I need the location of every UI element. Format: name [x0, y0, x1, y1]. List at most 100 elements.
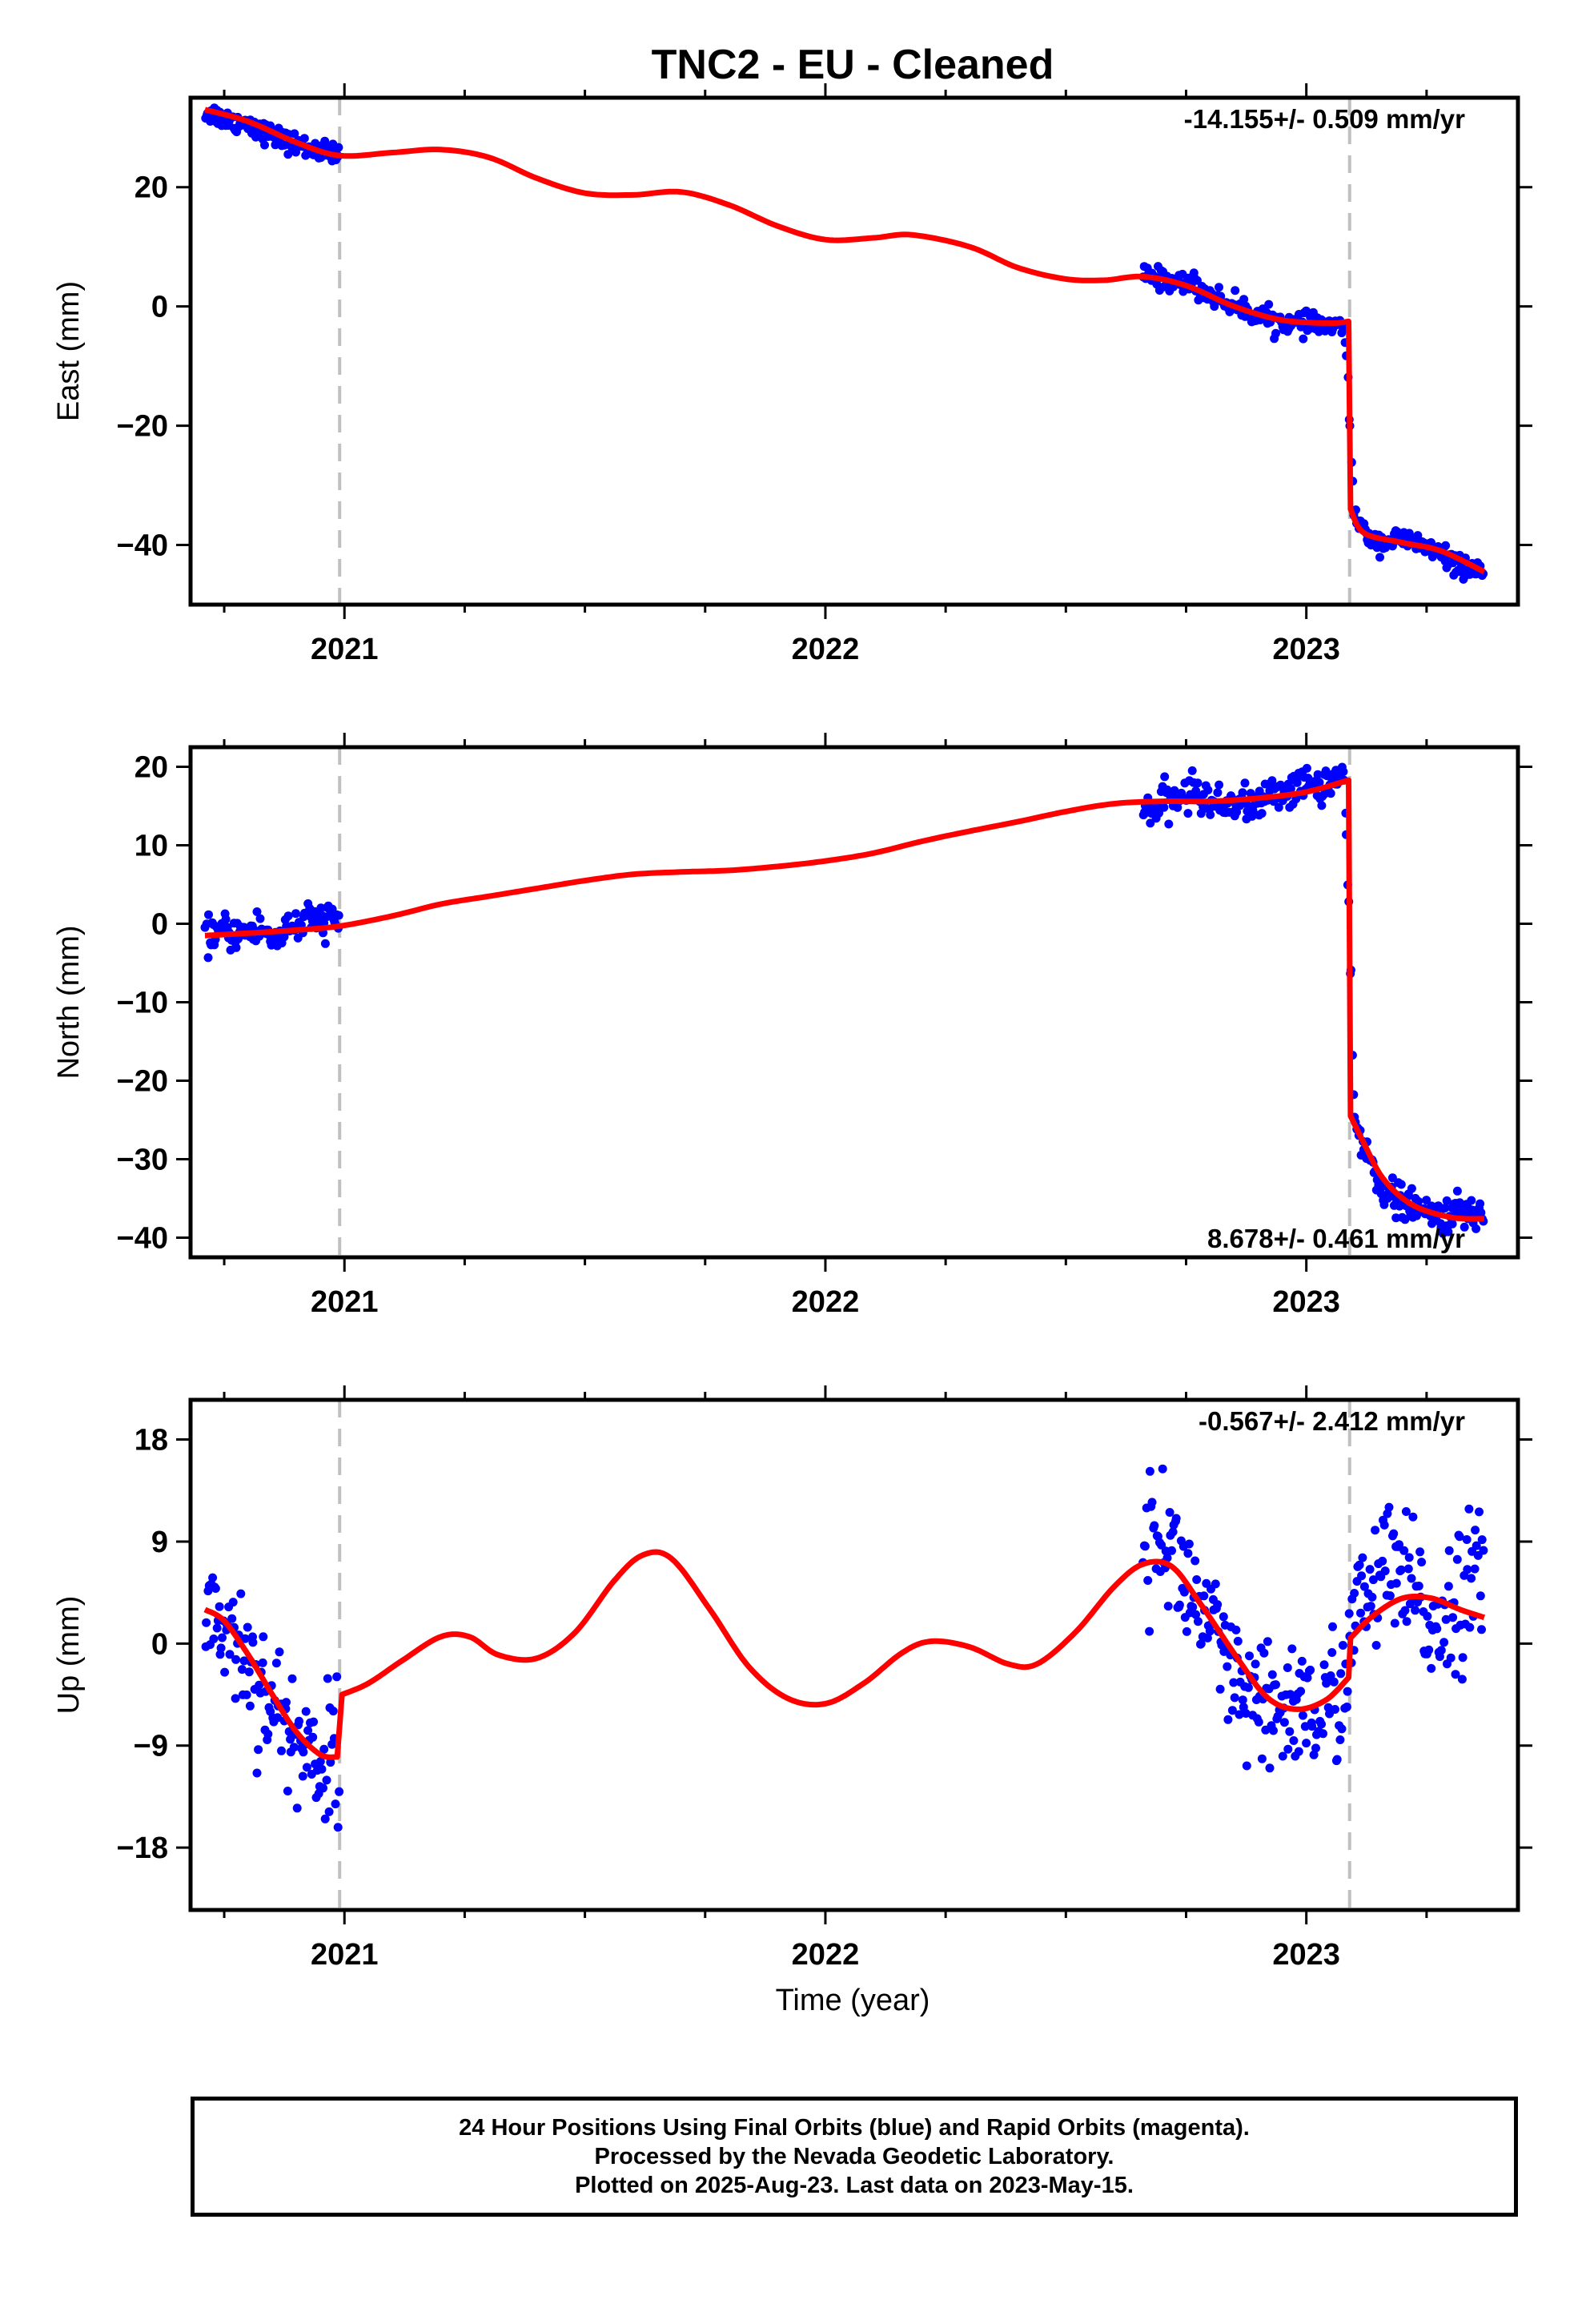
- data-point: [1211, 1579, 1220, 1589]
- data-point: [301, 1707, 311, 1716]
- data-point: [333, 1823, 343, 1832]
- data-point: [277, 1746, 286, 1755]
- data-point: [273, 1713, 283, 1723]
- data-point: [1150, 1521, 1159, 1530]
- data-point: [231, 1655, 241, 1664]
- data-point: [236, 1589, 246, 1598]
- data-point: [1278, 1751, 1287, 1761]
- data-point: [227, 1614, 237, 1623]
- data-point: [291, 147, 300, 157]
- data-point: [309, 1717, 319, 1727]
- data-point: [292, 1803, 302, 1813]
- data-point: [1159, 802, 1169, 812]
- data-point: [1423, 1611, 1432, 1621]
- x-tick-label: 2023: [1272, 1285, 1340, 1319]
- data-point: [1164, 819, 1174, 829]
- data-point: [1232, 807, 1242, 817]
- data-point: [1476, 1199, 1485, 1208]
- data-point: [1302, 1739, 1311, 1748]
- data-point: [1391, 1578, 1401, 1588]
- data-point: [1458, 1653, 1468, 1663]
- data-point: [271, 1659, 281, 1668]
- data-point: [1329, 1677, 1339, 1687]
- data-point: [1279, 1718, 1289, 1727]
- data-point: [255, 1680, 264, 1690]
- data-point: [1243, 1683, 1253, 1692]
- data-point: [208, 1573, 218, 1582]
- data-point: [289, 1743, 299, 1752]
- data-point: [202, 1618, 211, 1627]
- y-tick-label: 9: [151, 1526, 168, 1559]
- data-point: [299, 134, 309, 143]
- data-point: [237, 1665, 247, 1675]
- data-point: [1299, 334, 1308, 344]
- data-point: [231, 943, 241, 952]
- data-point: [1389, 1529, 1399, 1538]
- figure-title: TNC2 - EU - Cleaned: [652, 42, 1054, 88]
- data-point: [1227, 1706, 1237, 1715]
- data-point: [1263, 1637, 1272, 1647]
- data-point: [1192, 790, 1202, 799]
- data-point: [1371, 1641, 1381, 1650]
- data-point: [1191, 1556, 1200, 1566]
- data-point: [1477, 1625, 1486, 1634]
- data-point: [1365, 1565, 1375, 1574]
- data-point: [1187, 766, 1197, 775]
- data-point: [1326, 789, 1335, 798]
- data-point: [1470, 1564, 1480, 1574]
- data-point: [1432, 1624, 1442, 1634]
- data-point: [1332, 1755, 1342, 1764]
- data-point: [1173, 802, 1182, 812]
- data-point: [1184, 1539, 1194, 1549]
- data-point: [1446, 1653, 1456, 1663]
- data-point: [1395, 1540, 1403, 1550]
- footer-line-3: Plotted on 2025-Aug-23. Last data on 202…: [575, 2173, 1134, 2198]
- data-point: [1311, 1743, 1320, 1753]
- data-point: [252, 1768, 262, 1778]
- data-point: [1287, 1644, 1297, 1654]
- y-tick-label: 20: [135, 171, 168, 205]
- data-point: [1238, 1695, 1247, 1705]
- data-point: [243, 1622, 252, 1632]
- y-tick-label: 10: [135, 830, 168, 863]
- data-point: [1306, 1665, 1315, 1675]
- data-point: [1286, 1690, 1295, 1699]
- data-point: [1192, 1575, 1202, 1584]
- data-point: [1168, 1527, 1178, 1537]
- data-point: [298, 1771, 307, 1781]
- data-point: [1448, 1613, 1458, 1622]
- data-point: [1315, 778, 1324, 787]
- data-point: [1424, 1645, 1434, 1655]
- data-point: [1387, 1173, 1397, 1183]
- data-point: [283, 150, 293, 159]
- data-point: [1294, 1747, 1303, 1756]
- data-point: [1350, 1589, 1359, 1598]
- data-point: [225, 1650, 235, 1659]
- data-point: [1241, 1709, 1251, 1718]
- data-point: [1465, 1622, 1475, 1632]
- data-point: [1192, 275, 1202, 285]
- data-point: [1196, 1639, 1206, 1649]
- data-point: [303, 1726, 313, 1735]
- data-point: [212, 1623, 222, 1633]
- data-point: [1441, 1614, 1451, 1624]
- data-point: [1464, 1504, 1474, 1514]
- data-point: [319, 1744, 329, 1754]
- data-point: [1231, 1625, 1241, 1634]
- data-point: [1143, 1576, 1153, 1585]
- data-point: [317, 1764, 327, 1774]
- data-point: [322, 1775, 331, 1785]
- data-point: [1174, 1600, 1184, 1610]
- data-point: [1356, 1608, 1365, 1618]
- data-point: [1210, 302, 1219, 312]
- data-point: [252, 907, 262, 916]
- data-point: [260, 140, 269, 150]
- data-point: [1203, 786, 1213, 794]
- data-point: [242, 1690, 251, 1699]
- data-point: [283, 911, 293, 921]
- data-point: [1417, 1558, 1427, 1567]
- data-point: [1375, 553, 1384, 562]
- data-point: [1414, 1582, 1423, 1590]
- data-point: [1371, 1526, 1380, 1535]
- data-point: [1380, 1566, 1390, 1576]
